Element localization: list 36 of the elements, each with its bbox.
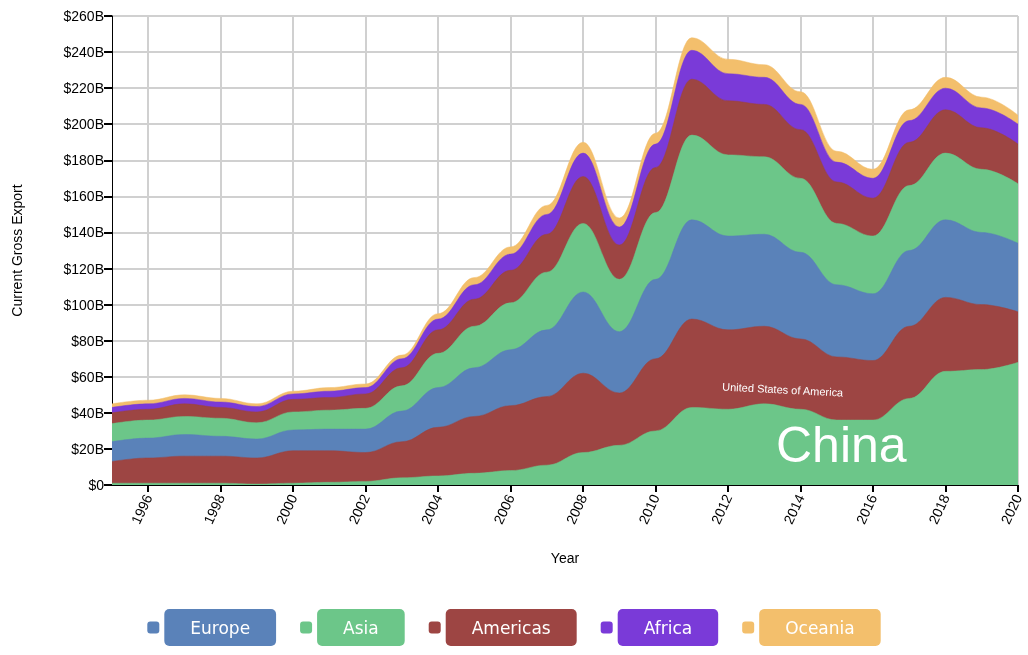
x-tick-label: 2000 <box>272 491 301 527</box>
y-tick-label: $120B <box>63 260 104 277</box>
legend-label: Africa <box>643 617 693 638</box>
y-tick-label: $220B <box>63 80 104 97</box>
y-tick-label: $40B <box>71 404 104 421</box>
x-axis-title: Year <box>550 550 580 566</box>
x-tick-label: 2002 <box>345 491 374 527</box>
x-tick-label: 2006 <box>490 491 518 527</box>
y-tick-label: $240B <box>63 44 104 61</box>
x-tick-label: 2008 <box>562 491 591 527</box>
x-tick-label: 2020 <box>997 491 1026 527</box>
y-tick-label: $140B <box>63 224 104 241</box>
x-tick-label: 2004 <box>417 491 446 527</box>
y-tick-label: $260B <box>63 8 104 24</box>
y-tick-label: $160B <box>63 188 104 205</box>
legend-label: Europe <box>190 617 251 638</box>
legend-label: Asia <box>343 617 379 638</box>
y-tick-label: $20B <box>71 440 104 457</box>
annotation: United States of America <box>721 380 845 399</box>
x-tick-label: 2016 <box>852 491 881 527</box>
x-tick-label: 2018 <box>925 491 953 527</box>
x-tick-label: 1996 <box>127 491 156 527</box>
y-tick-label: $100B <box>63 296 104 313</box>
y-tick-label: $200B <box>63 116 104 133</box>
x-tick-label: 2014 <box>780 491 808 527</box>
x-tick-label: 2010 <box>635 491 663 527</box>
y-tick-label: $180B <box>63 152 104 169</box>
y-tick-label: $60B <box>71 368 104 385</box>
x-tick-label: 1998 <box>200 491 229 527</box>
annotation: China <box>776 417 907 473</box>
legend-label: Americas <box>471 617 551 638</box>
y-tick-label: $80B <box>71 332 104 349</box>
x-tick-label: 2012 <box>707 491 736 527</box>
legend-label: Oceania <box>785 617 855 638</box>
y-axis-title: Current Gross Export <box>9 184 25 317</box>
y-tick-label: $0 <box>88 477 105 493</box>
